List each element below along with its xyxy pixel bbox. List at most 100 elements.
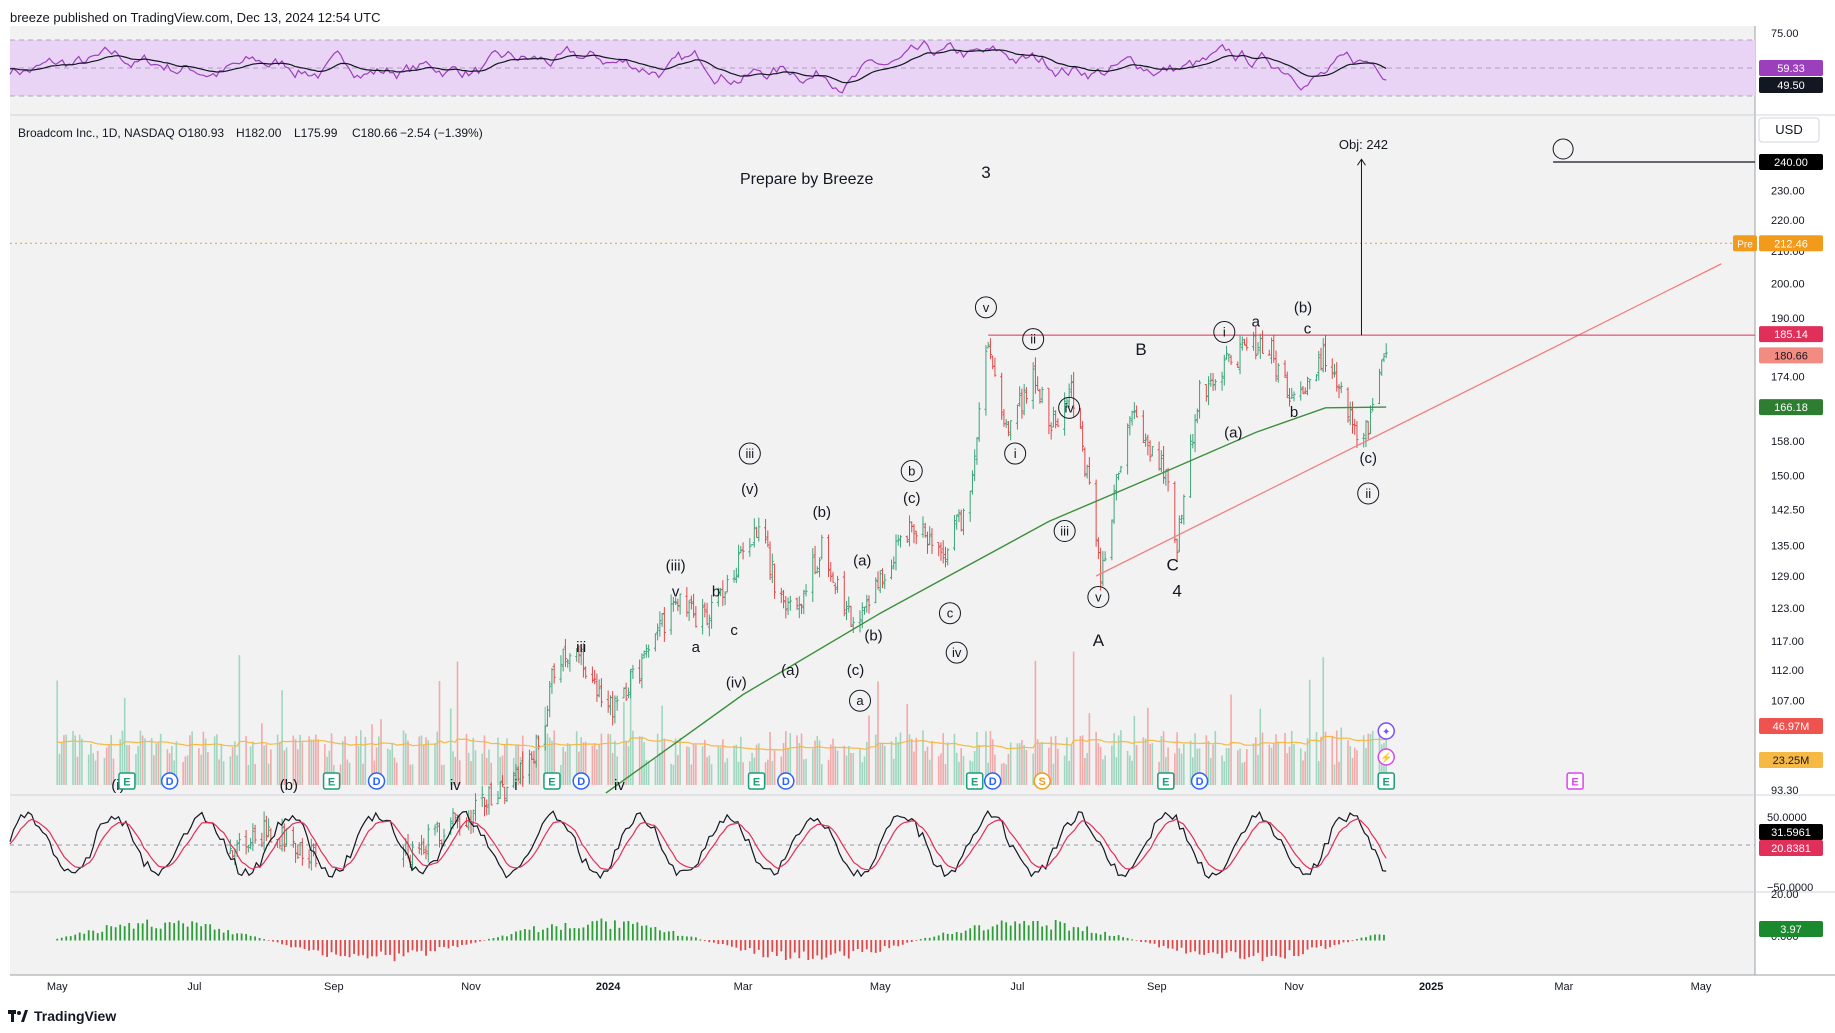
volume-bar [780,756,783,785]
macd-bar [897,940,900,947]
volume-bar [465,733,468,785]
volume-bar [90,743,92,785]
volume-bar [1151,742,1154,785]
macd-bar [762,940,765,958]
volume-bar [359,730,362,785]
volume-bar [1000,763,1003,785]
volume-bar [892,758,895,785]
macd-bar [407,940,409,953]
volume-bar [1066,737,1068,785]
macd-bar [186,926,189,941]
volume-bar [1178,748,1181,785]
dividend-marker [160,772,179,790]
macd-bar [780,940,783,952]
macd-bar [488,938,490,941]
volume-bar [330,733,333,785]
macd-bar [164,922,167,941]
volume-bar [427,740,430,785]
macd-bar [1153,940,1156,944]
volume-bar [859,748,861,785]
volume-bar [81,738,83,785]
price-axis[interactable]: 75.00240.00230.00220.00210.00200.00190.0… [1733,28,1823,943]
rsi-panel[interactable] [9,39,1755,97]
volume-bar [265,744,268,785]
volume-bar [877,681,879,785]
macd-bar [1243,940,1246,960]
volume-bar [926,746,929,785]
macd-bar [429,940,432,952]
macd-bar [1365,937,1367,941]
price-panel[interactable]: Obj: 2423viiiiviiivABC4i(a)ab(b)c(c)ii(i… [10,137,1755,871]
volume-bar [267,763,270,785]
macd-bar [838,940,841,952]
macd-bar [1063,923,1066,941]
macd-bar [888,940,891,949]
volume-bar [207,752,209,785]
stochastic-panel[interactable] [9,810,1755,880]
macd-bar [1036,920,1039,941]
volume-bar [1362,735,1365,785]
volume-bar [1308,679,1311,785]
volume-bar [647,760,650,785]
macd-bar [1054,920,1057,941]
volume-bar [1133,715,1136,785]
volume-bar [922,730,924,785]
macd-bar [955,931,958,941]
macd-bar [447,940,450,949]
macd-bar [964,930,967,941]
wave-label: (b) [1294,299,1312,316]
earnings-marker [322,772,341,790]
volume-bar [785,731,787,785]
macd-bar [1284,940,1286,959]
time-tick-label: Mar [1554,981,1573,993]
wave-label: (a) [1224,424,1242,441]
volume-bar [456,661,459,785]
macd-bar [335,940,337,955]
wave-label: (c) [903,490,921,507]
macd-bar [1171,940,1174,949]
volume-bar [1228,748,1230,785]
volume-bar [942,733,945,785]
bolt-icon [1377,748,1395,766]
publisher-line: breeze published on TradingView.com, Dec… [10,10,381,25]
volume-bar [422,745,425,785]
time-tick-label: May [870,981,891,993]
volume-bar [1286,753,1289,785]
volume-bar [1095,731,1097,785]
volume-bar [159,733,162,785]
volume-bar [377,736,380,785]
macd-bar [213,929,216,941]
volume-bar [434,743,436,785]
macd-bar [1050,929,1053,941]
tradingview-brand[interactable]: TradingView [8,1008,116,1024]
macd-panel[interactable] [56,918,1385,962]
volume-badge [1759,718,1823,734]
price-tick-label: 190.00 [1771,313,1805,325]
wave-label-circle [1058,396,1081,419]
macd-bar [1176,940,1178,951]
volume-bar [171,746,173,785]
volume-bar [1317,761,1320,785]
volume-bar [591,745,594,785]
time-axis[interactable]: May Jul Sep Nov 2024 Mar May Jul Sep Nov 2025 Mar Ma… [47,981,1712,993]
macd-bar [618,927,621,941]
macd-bar [1068,930,1071,941]
volume-bar [144,738,146,785]
volume-bar [1021,740,1023,785]
macd-bar [766,940,769,958]
volume-bar [814,740,816,785]
volume-bar [533,759,535,785]
volume-bar [1288,746,1291,785]
volume-bar [641,736,643,785]
time-tick-label: 2024 [596,981,621,993]
macd-bar [843,940,846,956]
macd-bar [730,940,733,947]
volume-bar [213,736,216,785]
macd-bar [371,940,373,957]
macd-bar [811,940,814,959]
macd-bar [892,940,895,946]
volume-bar [517,744,520,785]
macd-bar [105,925,108,941]
macd-bar [973,925,976,941]
